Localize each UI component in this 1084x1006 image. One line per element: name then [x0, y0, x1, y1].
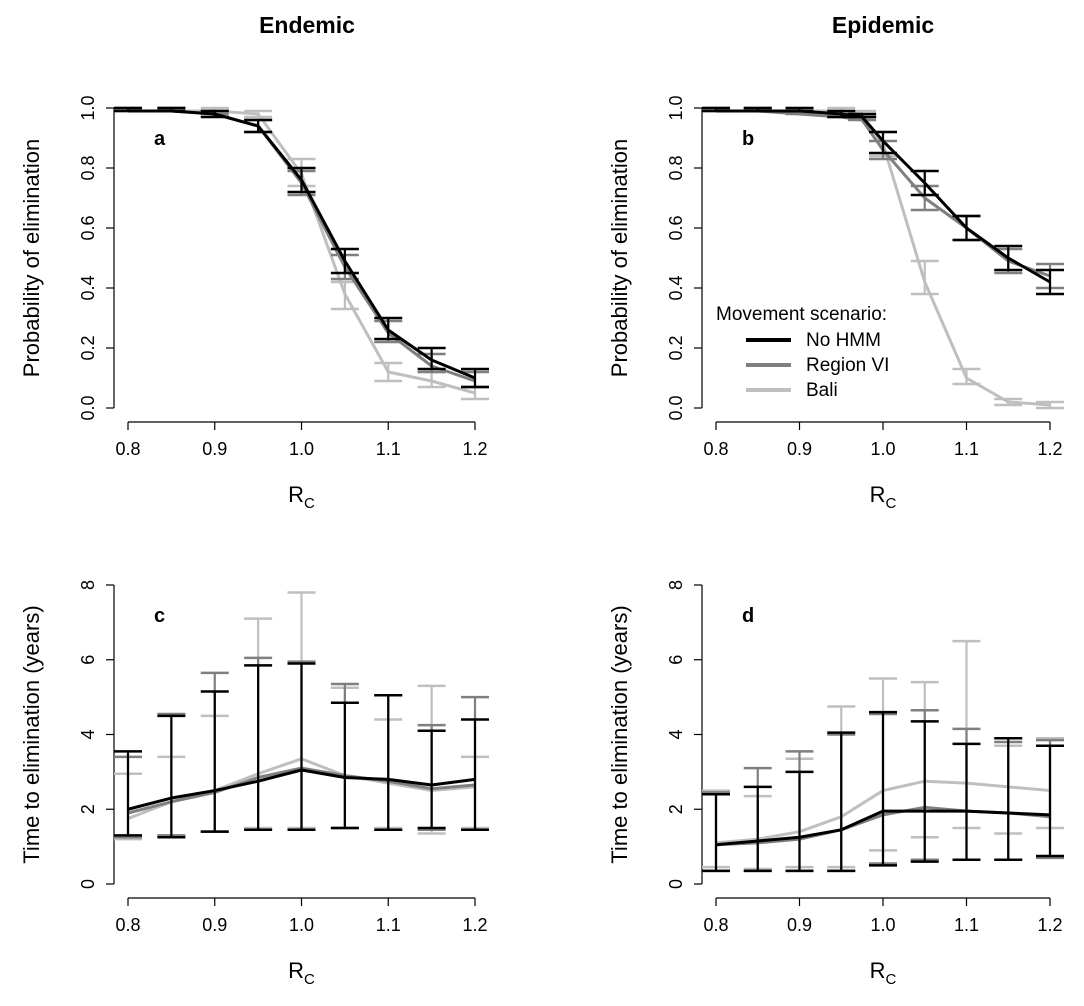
y-tick-label: 8 — [666, 580, 686, 590]
y-tick-label: 0.6 — [78, 215, 98, 240]
y-tick-label: 4 — [666, 729, 686, 739]
legend-entry: Region VI — [806, 355, 889, 376]
y-axis-label: Time to elimination (years) — [607, 605, 632, 863]
y-tick-label: 0 — [78, 879, 98, 889]
x-tick-label: 0.8 — [115, 915, 140, 935]
chart-panel-c: 0.8 0.9 1.0 1.1 1.2 RC 0 2 4 6 8 Time to eliminatio… — [19, 580, 489, 988]
y-tick-label: 0.0 — [666, 395, 686, 420]
series-no-hmm — [114, 662, 489, 839]
x-tick-label: 0.8 — [703, 915, 728, 935]
legend-entry: No HMM — [806, 330, 881, 351]
y-tick-label: 0.8 — [78, 155, 98, 180]
y-tick-label: 1.0 — [78, 95, 98, 120]
panel-label-b: b — [742, 128, 754, 150]
y-tick-label: 0.4 — [78, 275, 98, 300]
series-line — [716, 109, 1051, 284]
y-tick-label: 0.8 — [666, 155, 686, 180]
column-title-epidemic: Epidemic — [831, 12, 935, 38]
series-no-hmm — [702, 106, 1064, 296]
legend-entry: Bali — [806, 380, 838, 401]
x-tick-label: 1.0 — [289, 439, 314, 459]
x-tick-label: 1.2 — [462, 439, 487, 459]
x-tick-label: 1.0 — [289, 915, 314, 935]
x-tick-label: 0.9 — [202, 915, 227, 935]
series-line — [128, 109, 476, 380]
series-line — [128, 109, 476, 395]
x-axis-label: RC — [288, 958, 315, 988]
x-tick-label: 1.0 — [870, 439, 895, 459]
x-axis-label: RC — [870, 482, 897, 512]
y-axis-label: Time to elimination (years) — [19, 605, 44, 863]
series-region-vi — [114, 106, 489, 389]
y-axis-label: Probability of elimination — [607, 139, 632, 377]
x-tick-label: 1.2 — [1037, 915, 1062, 935]
x-tick-label: 0.9 — [787, 439, 812, 459]
panel-label-d: d — [742, 605, 754, 627]
y-tick-label: 0.4 — [666, 275, 686, 300]
x-tick-label: 1.2 — [462, 915, 487, 935]
panel-label-a: a — [154, 128, 166, 150]
y-tick-label: 0 — [666, 879, 686, 889]
y-axis-label: Probability of elimination — [19, 139, 44, 377]
series-line — [128, 109, 476, 383]
x-tick-label: 1.1 — [376, 439, 401, 459]
y-tick-label: 0.2 — [78, 335, 98, 360]
y-tick-label: 6 — [78, 655, 98, 665]
legend: Movement scenario: No HMM Region VI Bali — [716, 304, 889, 401]
legend-title: Movement scenario: — [716, 304, 887, 325]
series-no-hmm — [702, 710, 1064, 873]
x-tick-label: 1.1 — [376, 915, 401, 935]
y-tick-label: 2 — [666, 804, 686, 814]
y-tick-label: 4 — [78, 729, 98, 739]
y-tick-label: 0.6 — [666, 215, 686, 240]
y-tick-label: 6 — [666, 655, 686, 665]
y-tick-label: 0.0 — [78, 395, 98, 420]
y-tick-label: 1.0 — [666, 95, 686, 120]
series-no-hmm — [114, 106, 489, 389]
x-tick-label: 1.1 — [954, 915, 979, 935]
chart-panel-d: 0.8 0.9 1.0 1.1 1.2 RC 0 2 4 6 8 Time to eliminatio… — [607, 580, 1064, 988]
x-tick-label: 0.9 — [787, 915, 812, 935]
y-tick-label: 8 — [78, 580, 98, 590]
x-tick-label: 1.2 — [1037, 439, 1062, 459]
x-tick-label: 1.1 — [954, 439, 979, 459]
chart-panel-b: 0.8 0.9 1.0 1.1 1.2 RC 0.0 0.2 0.4 0.6 0.8 1.0 Proba… — [607, 95, 1064, 512]
series-bali — [114, 106, 489, 401]
y-tick-label: 0.2 — [666, 335, 686, 360]
x-tick-label: 0.8 — [115, 439, 140, 459]
chart-panel-a: 0.8 0.9 1.0 1.1 1.2 RC 0.0 0.2 0.4 0.6 0.8 1.0 Proba… — [19, 95, 489, 512]
x-tick-label: 0.9 — [202, 439, 227, 459]
x-axis-label: RC — [288, 482, 315, 512]
x-tick-label: 1.0 — [870, 915, 895, 935]
column-title-endemic: Endemic — [259, 12, 355, 38]
x-tick-label: 0.8 — [703, 439, 728, 459]
x-axis-label: RC — [870, 958, 897, 988]
panel-label-c: c — [154, 605, 165, 627]
y-tick-label: 2 — [78, 804, 98, 814]
